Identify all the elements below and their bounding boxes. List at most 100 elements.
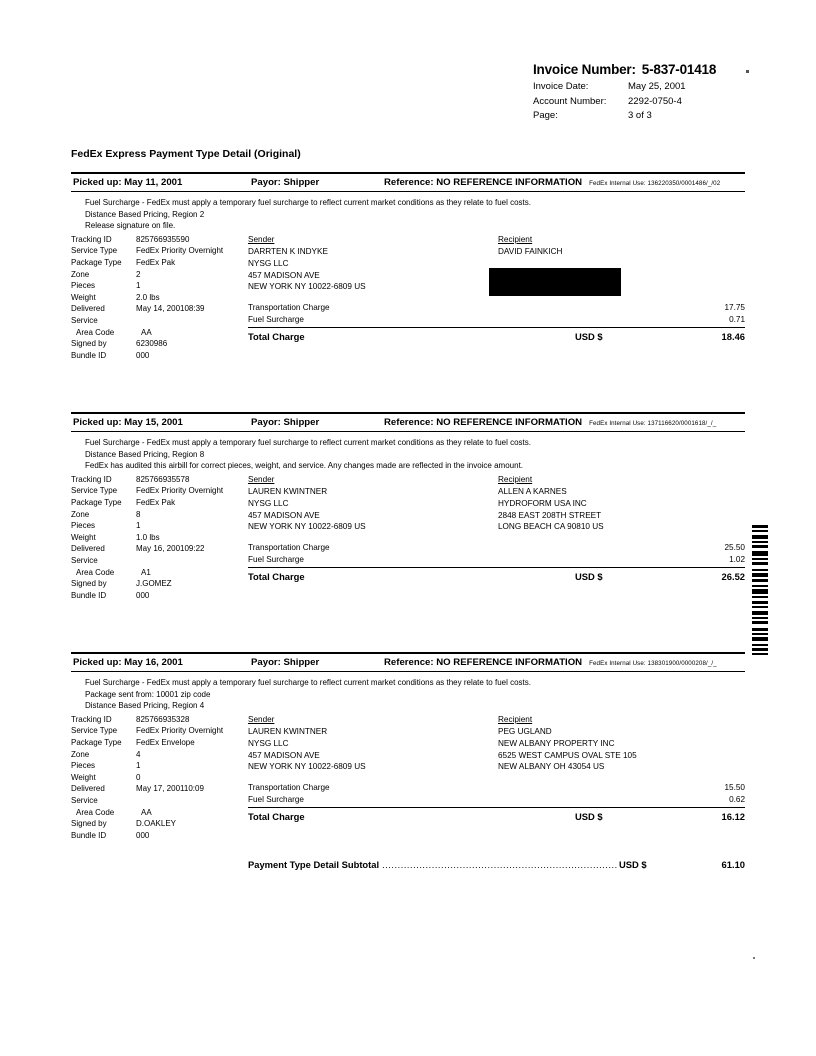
field-label: Service: [71, 315, 98, 325]
page-value: 3 of 3: [628, 110, 652, 121]
field-label: Service: [71, 795, 98, 805]
payor: Payor: Shipper: [251, 417, 320, 428]
field-row: Service Type FedEx Priority Overnight: [71, 245, 246, 257]
page-title: FedEx Express Payment Type Detail (Origi…: [71, 148, 301, 160]
recipient-heading: Recipient: [498, 714, 533, 724]
field-value: A1: [141, 567, 151, 577]
field-label: Bundle ID: [71, 830, 107, 840]
field-value: 6230986: [136, 339, 168, 349]
block-header-rule: [71, 431, 745, 432]
fuel-surcharge-amount: 0.62: [729, 794, 745, 804]
field-value: 000: [136, 830, 150, 840]
total-charge-amount: 16.12: [721, 810, 745, 822]
field-row: Service: [71, 795, 246, 807]
shipment-block-1: Picked up: May 11, 2001 Payor: Shipper Ref…: [71, 172, 745, 360]
reference: Reference: NO REFERENCE INFORMATION: [384, 177, 583, 188]
barcode-bar: [752, 633, 768, 635]
fuel-surcharge-label: Fuel Surcharge: [248, 554, 304, 564]
field-label: Zone: [71, 749, 90, 759]
recipient-line: NEW ALBANY PROPERTY INC: [498, 738, 615, 748]
field-row: Service Type FedEx Priority Overnight: [71, 725, 246, 737]
account-number-label: Account Number:: [533, 95, 607, 107]
field-value: 8: [136, 509, 141, 519]
field-row: Bundle ID 000: [71, 590, 246, 602]
field-row: Area Code A1: [71, 567, 246, 579]
field-row: Bundle ID 000: [71, 350, 246, 362]
recipient-address: Recipient ALLEN A KARNES HYDROFORM USA INC…: [498, 474, 738, 533]
field-label: Zone: [71, 269, 90, 279]
note-line: FedEx has audited this airbill for corre…: [85, 461, 524, 471]
barcode-bar: [752, 601, 768, 604]
barcode-bar: [752, 644, 768, 646]
field-value: May 16, 200109:22: [136, 544, 205, 554]
field-row: Delivered May 14, 200108:39: [71, 303, 246, 315]
note-line: Package sent from: 10001 zip code: [85, 689, 211, 699]
field-label: Service Type: [71, 486, 118, 496]
shipment-fields: Tracking ID 825766935578 Service Type FedEx…: [71, 474, 246, 602]
total-charge-amount: 26.52: [721, 570, 745, 582]
charges: Transportation Charge 17.75 Fuel Surcharge…: [248, 302, 745, 342]
field-row: Zone 4: [71, 749, 246, 761]
field-value: D.OAKLEY: [136, 819, 177, 829]
sender-line: NEW YORK NY 10022-6809 US: [248, 522, 366, 532]
field-row: Weight 1.0 lbs: [71, 532, 246, 544]
barcode-bar: [752, 628, 768, 631]
transportation-charge-row: Transportation Charge 15.50: [248, 782, 745, 794]
total-charge-currency: USD $: [575, 810, 603, 822]
shipment-fields: Tracking ID 825766935328 Service Type FedEx…: [71, 714, 246, 842]
charges: Transportation Charge 15.50 Fuel Surcharge…: [248, 782, 745, 822]
barcode-bar: [752, 596, 768, 598]
charges-rule: [248, 566, 745, 568]
field-label: Service Type: [71, 246, 118, 256]
invoice-date-row: Invoice Date: May 25, 2001: [533, 80, 763, 95]
field-row: Tracking ID 825766935590: [71, 234, 246, 246]
field-row: Weight 2.0 lbs: [71, 292, 246, 304]
pickup-date: Picked up: May 11, 2001: [73, 177, 183, 188]
barcode-bar: [752, 585, 768, 587]
page-row: Page: 3 of 3: [533, 109, 763, 124]
barcode-bar: [752, 606, 768, 608]
field-label: Pieces: [71, 521, 96, 531]
sender-line: 457 MADISON AVE: [248, 270, 320, 280]
field-value: 000: [136, 590, 150, 600]
field-value: 000: [136, 350, 150, 360]
invoice-date-label: Invoice Date:: [533, 81, 589, 92]
field-value: FedEx Envelope: [136, 737, 195, 747]
fuel-surcharge-row: Fuel Surcharge 0.62: [248, 794, 745, 806]
field-row: Signed by D.OAKLEY: [71, 818, 246, 830]
sender-heading: Sender: [248, 474, 275, 484]
fuel-surcharge-amount: 1.02: [729, 554, 745, 564]
barcode-bar: [752, 617, 768, 619]
barcode-bar: [752, 637, 768, 641]
barcode-bar: [752, 648, 768, 651]
total-charge-amount: 18.46: [721, 330, 745, 342]
total-charge-row: Total Charge USD $ 26.52: [248, 568, 745, 582]
barcode-bar: [752, 573, 768, 577]
sender-heading: Sender: [248, 234, 275, 244]
block-top-rule: [71, 172, 745, 174]
total-charge-currency: USD $: [575, 330, 603, 342]
field-label: Weight: [71, 772, 96, 782]
field-value: FedEx Priority Overnight: [136, 726, 224, 736]
field-label: Package Type: [71, 257, 122, 267]
page-label: Page:: [533, 110, 558, 121]
shipment-block-2: Picked up: May 15, 2001 Payor: Shipper Ref…: [71, 412, 745, 600]
transportation-charge-row: Transportation Charge 17.75: [248, 302, 745, 314]
subtotal-leader: ........................................…: [382, 860, 618, 870]
field-row: Pieces 1: [71, 760, 246, 772]
field-value: FedEx Pak: [136, 497, 176, 507]
sender-line: NYSG LLC: [248, 738, 289, 748]
barcode-bar: [752, 551, 768, 556]
transportation-charge-row: Transportation Charge 25.50: [248, 542, 745, 554]
transportation-charge-label: Transportation Charge: [248, 782, 330, 792]
field-label: Tracking ID: [71, 234, 112, 244]
field-row: Delivered May 17, 200110:09: [71, 783, 246, 795]
internal-use-code: FedEx Internal Use: 137116620/0001618/_/…: [589, 419, 717, 427]
shipment-detail: Tracking ID 825766935328 Service Type FedEx…: [71, 714, 745, 840]
note-line: Distance Based Pricing, Region 8: [85, 449, 205, 459]
barcode-bar: [752, 530, 768, 532]
field-label: Package Type: [71, 737, 122, 747]
invoice-date-value: May 25, 2001: [628, 81, 686, 92]
barcode-bar: [752, 525, 768, 528]
